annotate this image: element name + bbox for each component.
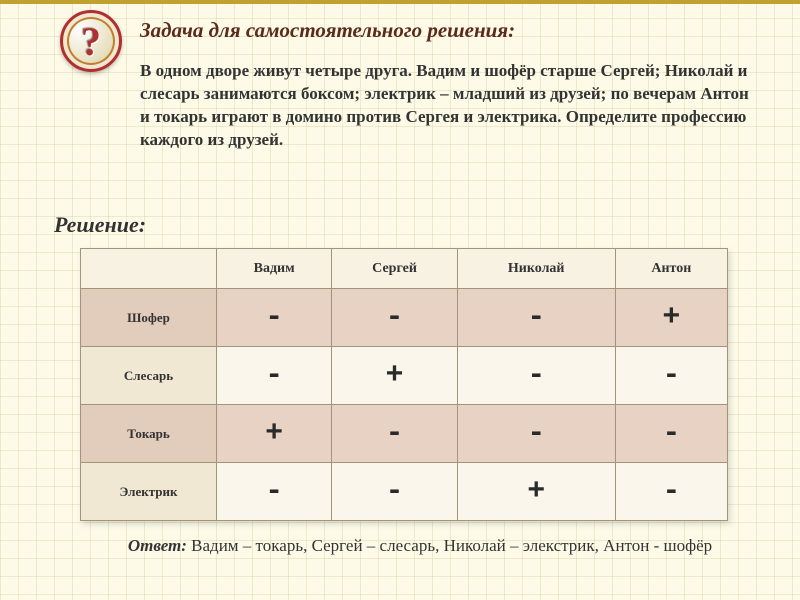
cell: - bbox=[615, 463, 727, 521]
row-label: Токарь bbox=[81, 405, 217, 463]
question-badge: ? bbox=[60, 10, 122, 72]
cell: - bbox=[217, 463, 332, 521]
table-row: Слесарь - + - - bbox=[81, 347, 728, 405]
cell: - bbox=[615, 347, 727, 405]
logic-table: Вадим Сергей Николай Антон Шофер - - - +… bbox=[80, 248, 728, 521]
page-title: Задача для самостоятельного решения: bbox=[140, 18, 515, 43]
cell: + bbox=[615, 289, 727, 347]
cell: - bbox=[615, 405, 727, 463]
solution-heading: Решение: bbox=[54, 212, 146, 238]
cell: - bbox=[332, 463, 457, 521]
cell: + bbox=[217, 405, 332, 463]
table-header-row: Вадим Сергей Николай Антон bbox=[81, 249, 728, 289]
cell: - bbox=[217, 289, 332, 347]
cell: - bbox=[332, 405, 457, 463]
cell: - bbox=[457, 289, 615, 347]
answer-text: Вадим – токарь, Сергей – слесарь, Никола… bbox=[187, 536, 712, 555]
cell: - bbox=[332, 289, 457, 347]
answer-block: Ответ: Вадим – токарь, Сергей – слесарь,… bbox=[80, 534, 760, 558]
row-label: Шофер bbox=[81, 289, 217, 347]
table-row: Токарь + - - - bbox=[81, 405, 728, 463]
header-col-2: Сергей bbox=[332, 249, 457, 289]
row-label: Слесарь bbox=[81, 347, 217, 405]
header-col-4: Антон bbox=[615, 249, 727, 289]
cell: - bbox=[217, 347, 332, 405]
problem-statement: В одном дворе живут четыре друга. Вадим … bbox=[140, 60, 762, 152]
cell: - bbox=[457, 405, 615, 463]
cell: - bbox=[457, 347, 615, 405]
table-row: Электрик - - + - bbox=[81, 463, 728, 521]
question-mark-icon: ? bbox=[81, 18, 101, 65]
header-col-3: Николай bbox=[457, 249, 615, 289]
answer-label: Ответ: bbox=[128, 536, 187, 555]
header-col-1: Вадим bbox=[217, 249, 332, 289]
header-blank bbox=[81, 249, 217, 289]
row-label: Электрик bbox=[81, 463, 217, 521]
cell: + bbox=[332, 347, 457, 405]
solution-table-container: Вадим Сергей Николай Антон Шофер - - - +… bbox=[80, 248, 728, 521]
cell: + bbox=[457, 463, 615, 521]
table-row: Шофер - - - + bbox=[81, 289, 728, 347]
